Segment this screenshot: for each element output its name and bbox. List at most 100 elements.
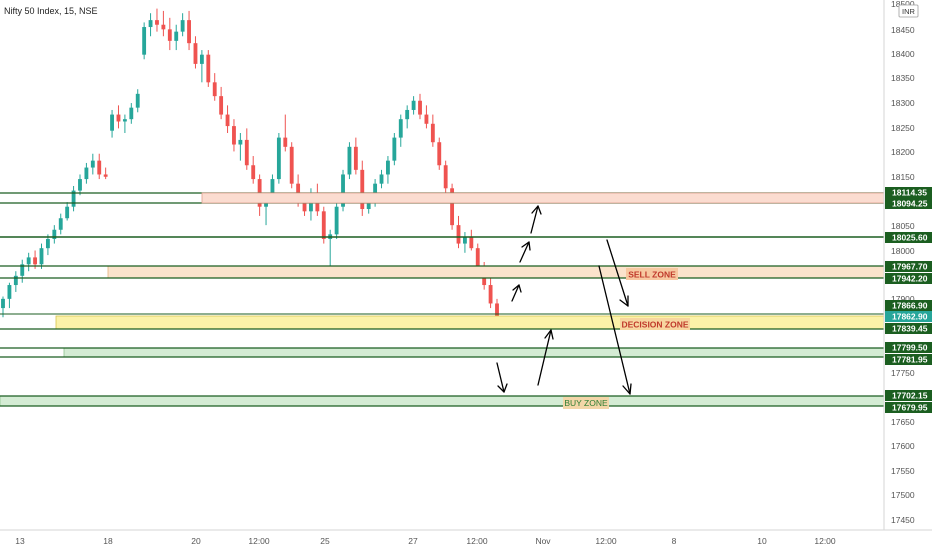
arrow-up-1 (530, 205, 542, 234)
candle-body (398, 119, 403, 138)
level-label: 18025.60 (892, 233, 928, 243)
candle-body (135, 93, 140, 108)
candle-body (418, 100, 422, 115)
level-label: 17942.20 (892, 274, 928, 284)
candle-body (475, 248, 480, 267)
candle-body (142, 27, 147, 55)
candle-body (180, 20, 185, 32)
time-tick: 12:00 (814, 536, 836, 546)
candle-body (103, 174, 108, 177)
candle-body (110, 114, 114, 131)
candle-body (7, 285, 12, 299)
arrow-down-3 (598, 265, 632, 395)
level-label-bg (885, 402, 932, 413)
candle-body (437, 142, 442, 166)
level-label: 17799.50 (892, 343, 928, 353)
candle-body (219, 96, 224, 115)
price-tick: 17650 (891, 417, 915, 427)
candle-body (206, 54, 211, 83)
candle-body (392, 137, 397, 161)
candle-body (122, 119, 127, 122)
support-zone-band (63, 347, 885, 358)
price-tick: 18350 (891, 73, 915, 83)
time-tick: 25 (320, 536, 330, 546)
decision-zone-label: DECISION ZONE (621, 320, 688, 330)
last-price-label-bg (885, 311, 932, 322)
level-label-bg (885, 354, 932, 365)
arrow-down-2 (606, 239, 629, 307)
symbol-title[interactable]: Nifty 50 Index, 15, NSE (4, 6, 98, 16)
candle-body (20, 264, 25, 276)
candle-body (78, 179, 82, 191)
candle-body (347, 146, 352, 175)
candle-body (353, 146, 358, 170)
candle-body (39, 248, 44, 265)
time-tick: 12:00 (595, 536, 617, 546)
buy-zone-band (0, 395, 885, 407)
price-tick: 18500 (891, 0, 915, 9)
price-tick: 18000 (891, 246, 915, 256)
level-label-bg (885, 273, 932, 284)
candle-body (238, 139, 243, 145)
candle-body (495, 303, 499, 322)
price-tick: 17450 (891, 515, 915, 525)
candle-body (488, 285, 493, 304)
level-label-bg (885, 232, 932, 243)
level-label: 17839.45 (892, 324, 928, 334)
level-label: 17967.70 (892, 262, 928, 272)
sell-zone-label-bg (626, 268, 678, 280)
candle-body (462, 236, 467, 244)
candle-body (456, 225, 461, 244)
level-label-bg (885, 198, 932, 209)
candle-body (90, 160, 95, 168)
candle-series (1, 8, 499, 325)
candle-body (193, 43, 198, 64)
projection-arrows (496, 205, 632, 395)
candle-body (1, 298, 5, 309)
candle-body (443, 165, 448, 189)
candle-body (424, 114, 429, 124)
time-tick: 27 (408, 536, 418, 546)
level-label-bg (885, 261, 932, 272)
arrow-up-3 (511, 284, 522, 302)
currency-badge[interactable] (898, 4, 919, 18)
price-tick: 17750 (891, 368, 915, 378)
level-label: 17702.15 (892, 391, 928, 401)
time-tick: 12:00 (466, 536, 488, 546)
candle-body (270, 179, 275, 198)
level-label: 17679.95 (892, 403, 928, 413)
candle-body (302, 202, 307, 212)
candle-body (155, 20, 159, 25)
candle-body (52, 229, 57, 239)
candle-body (244, 139, 249, 166)
price-tick: 17500 (891, 490, 915, 500)
arrow-up-2 (519, 241, 531, 263)
level-label-bg (885, 300, 932, 311)
candle-body (65, 206, 70, 219)
candle-body (187, 20, 191, 44)
price-tick: 18450 (891, 25, 915, 35)
candle-body (26, 257, 31, 265)
candle-body (430, 123, 435, 143)
arrow-down-1 (496, 362, 508, 393)
candle-body (405, 109, 410, 120)
candle-body (232, 126, 236, 145)
time-tick: 18 (103, 536, 113, 546)
candle-body (212, 82, 217, 97)
zone-labels: SELL ZONE DECISION ZONE BUY ZONE (563, 268, 690, 409)
price-tick: 18400 (891, 49, 915, 59)
price-tick: 17900 (891, 294, 915, 304)
candle-body (289, 146, 294, 184)
candle-body (276, 137, 281, 180)
price-tick: 18200 (891, 147, 915, 157)
time-axis: 13 18 20 12:00 25 27 12:00 Nov 12:00 8 1… (15, 536, 836, 546)
level-label-bg (885, 342, 932, 353)
candle-body (167, 29, 172, 41)
price-tick: 18250 (891, 123, 915, 133)
candle-body (97, 160, 102, 175)
resistance-zone (201, 192, 885, 204)
price-tick: 17600 (891, 441, 915, 451)
candle-body (84, 167, 89, 180)
